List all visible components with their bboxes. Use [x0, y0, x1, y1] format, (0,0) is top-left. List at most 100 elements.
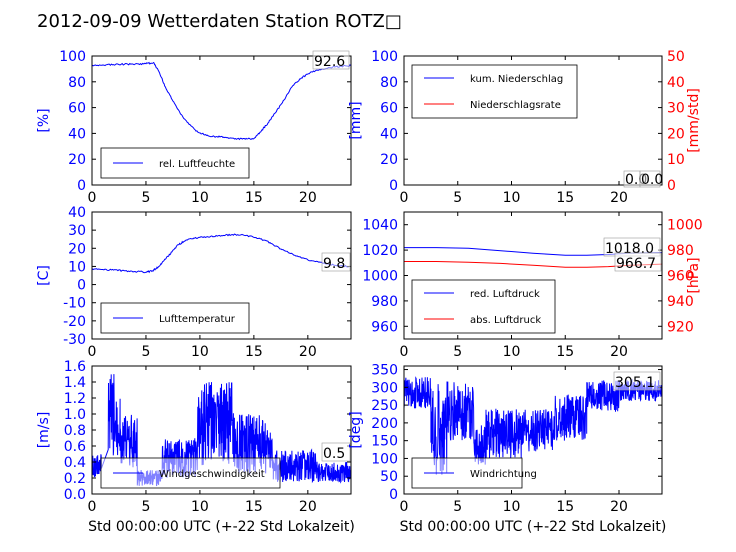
- plot-frame: [91, 211, 352, 340]
- x-tick-label: 10: [503, 344, 521, 360]
- y2-tick-label: 980: [667, 243, 694, 259]
- annotation-box: [613, 371, 661, 391]
- y-tick-label: 80: [68, 75, 86, 91]
- y-tick-label: -30: [63, 332, 86, 348]
- y-tick-label: 350: [371, 363, 398, 379]
- y-tick-label: 20: [380, 152, 398, 168]
- legend-box: [411, 64, 578, 119]
- x-tick-label: 20: [610, 344, 628, 360]
- y-axis-label: [%]: [36, 108, 52, 132]
- legend-label: Niederschlagsrate: [470, 100, 561, 111]
- annotation-label: 92.6: [314, 54, 345, 70]
- y-tick-label: 0: [77, 278, 86, 294]
- y-tick-label: 10: [68, 259, 86, 275]
- x-tick-label: 0: [88, 190, 97, 206]
- y-tick-label: 0.8: [64, 423, 86, 439]
- y-tick-label: 60: [380, 101, 398, 117]
- y-tick-label: 1020: [362, 243, 398, 259]
- y-tick-label: 150: [371, 434, 398, 450]
- y2-axis-label: [hPa]: [686, 257, 702, 293]
- y2-tick-label: 50: [667, 49, 685, 65]
- series-line-1: [404, 376, 662, 475]
- legend-label: Lufttemperatur: [159, 314, 236, 325]
- legend-label: rel. Luftfeuchte: [159, 159, 235, 170]
- x-tick-label: 20: [610, 190, 628, 206]
- x-tick-label: 5: [141, 499, 150, 515]
- x-tick-label: 10: [191, 190, 209, 206]
- x-tick-label: 15: [556, 499, 574, 515]
- x-axis-label: Std 00:00:00 UTC (+-22 Std Lokalzeit): [400, 519, 667, 535]
- y-tick-label: 1040: [362, 218, 398, 234]
- chart-panel-3: 0 5 10 15 20 -30 -20 -10 0 10 20 30 40 [C] Lufttempera…: [36, 205, 352, 360]
- series-line-1: [92, 233, 351, 274]
- y2-tick-label: 40: [667, 75, 685, 91]
- x-tick-label: 20: [299, 344, 317, 360]
- y-tick-label: 250: [371, 398, 398, 414]
- annotation-box: [321, 252, 351, 272]
- y-tick-label: 30: [68, 223, 86, 239]
- x-tick-label: 0: [400, 190, 409, 206]
- y2-tick-label: 0: [667, 178, 676, 194]
- y-axis-label: [C]: [36, 265, 52, 286]
- y-tick-label: -10: [63, 296, 86, 312]
- series-group: [92, 61, 351, 141]
- x-tick-label: 5: [453, 190, 462, 206]
- x-tick-label: 15: [556, 344, 574, 360]
- y-tick-label: 20: [68, 152, 86, 168]
- y-axis-label: [deg]: [348, 411, 364, 448]
- annotation-box: [614, 252, 662, 272]
- y-tick-label: 1.2: [64, 391, 86, 407]
- y-tick-label: 0.2: [64, 471, 86, 487]
- y-tick-label: 980: [371, 294, 398, 310]
- y-tick-label: 40: [68, 205, 86, 221]
- series-group: [404, 376, 662, 475]
- y2-tick-label: 30: [667, 101, 685, 117]
- y-tick-label: 0: [389, 178, 398, 194]
- y2-tick-label: 940: [667, 294, 694, 310]
- plot-frame: [403, 55, 663, 186]
- x-tick-label: 10: [503, 499, 521, 515]
- plot-frame: [91, 55, 352, 186]
- legend-label: kum. Niederschlag: [470, 74, 563, 85]
- annotation-label: 966.7: [616, 256, 656, 272]
- legend-label: red. Luftdruck: [470, 289, 540, 300]
- y-tick-label: 0: [77, 178, 86, 194]
- y-tick-label: 0.4: [64, 455, 86, 471]
- x-tick-label: 20: [610, 499, 628, 515]
- y-tick-label: 0.0: [64, 487, 86, 503]
- figure-title: 2012-09-09 Wetterdaten Station ROTZ□: [37, 11, 402, 32]
- y-tick-label: 20: [68, 241, 86, 257]
- x-tick-label: 15: [245, 499, 263, 515]
- x-tick-label: 5: [141, 344, 150, 360]
- x-tick-label: 5: [453, 499, 462, 515]
- y-tick-label: 960: [371, 319, 398, 335]
- y-axis-label: [mm]: [348, 101, 364, 139]
- y2-tick-label: 10: [667, 152, 685, 168]
- y-tick-label: -20: [63, 314, 86, 330]
- chart-panel-2: 0 5 10 15 20 0 20 40 60 80 100 0 10 20 30 40 50 [mm/std] […: [348, 49, 702, 206]
- legend-box: [411, 279, 556, 334]
- x-tick-label: 0: [400, 499, 409, 515]
- y-axis-label: [m/s]: [36, 412, 52, 449]
- annotation-label: 0.0: [641, 172, 663, 188]
- x-tick-label: 10: [191, 499, 209, 515]
- plot-frame: [403, 365, 663, 495]
- y-tick-label: 40: [380, 126, 398, 142]
- x-tick-label: 10: [503, 190, 521, 206]
- annotation-label: 305.1: [615, 375, 655, 391]
- series-line-1: [92, 61, 351, 141]
- legend-label: Windgeschwindigkeit: [159, 469, 265, 480]
- y-tick-label: 100: [371, 49, 398, 65]
- annotation-box: [639, 170, 661, 188]
- y2-tick-label: 920: [667, 319, 694, 335]
- x-axis-label: Std 00:00:00 UTC (+-22 Std Lokalzeit): [88, 519, 355, 535]
- legend-label: Windrichtung: [470, 469, 537, 480]
- y-tick-label: 40: [68, 126, 86, 142]
- y-tick-label: 1.6: [64, 359, 86, 375]
- x-tick-label: 20: [299, 190, 317, 206]
- y2-tick-label: 1000: [667, 218, 703, 234]
- x-tick-label: 20: [299, 499, 317, 515]
- y-tick-label: 1.0: [64, 407, 86, 423]
